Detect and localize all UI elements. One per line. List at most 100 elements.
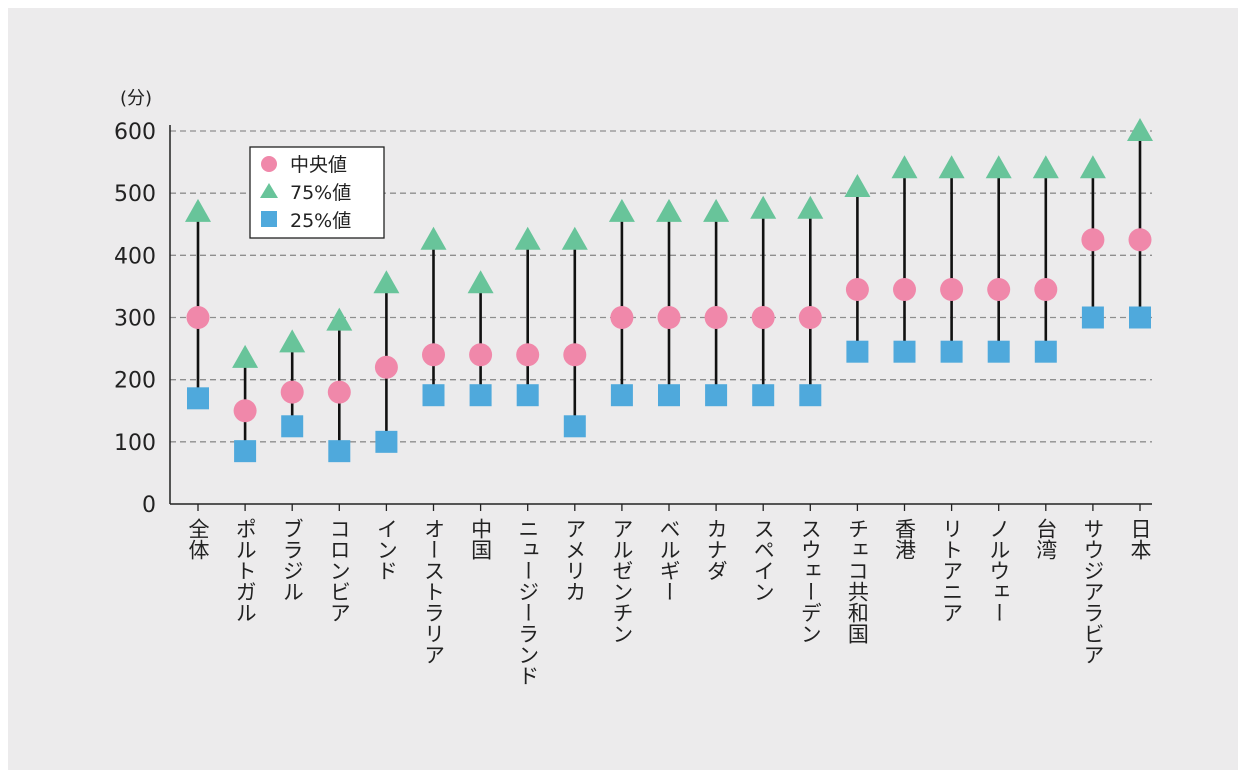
point-25-18 bbox=[1034, 340, 1057, 363]
legend-median-label: 中央値 bbox=[290, 154, 347, 176]
category-label-9: アルゼンチン bbox=[610, 518, 634, 644]
point-75-5 bbox=[420, 226, 447, 250]
point-median-12 bbox=[751, 306, 775, 329]
point-median-18 bbox=[1034, 278, 1058, 302]
point-median-5 bbox=[422, 343, 445, 367]
point-median-13 bbox=[798, 306, 822, 329]
category-label-3: コロンビア bbox=[327, 518, 351, 623]
chart-panel: 0 100 200 300 400 500 600 (分) 全体 ポルトガル ブラジル コロンビア イン… bbox=[8, 8, 1238, 770]
point-median-6 bbox=[469, 343, 493, 367]
point-median-3 bbox=[327, 380, 351, 404]
point-75-16 bbox=[938, 155, 965, 179]
point-25-17 bbox=[987, 340, 1010, 363]
point-25-6 bbox=[469, 384, 492, 407]
point-25-4 bbox=[375, 430, 398, 453]
point-25-13 bbox=[799, 384, 822, 407]
category-label-10: ベルギー bbox=[657, 518, 681, 602]
point-25-15 bbox=[893, 340, 916, 363]
point-75-9 bbox=[608, 198, 635, 222]
point-75-20 bbox=[1127, 118, 1153, 141]
point-75-10 bbox=[656, 198, 682, 222]
y-tick-label-100: 100 bbox=[114, 431, 156, 456]
point-25-1 bbox=[234, 440, 257, 463]
point-25-11 bbox=[705, 384, 728, 407]
point-75-13 bbox=[797, 195, 824, 219]
category-label-19: サウジアラビア bbox=[1081, 518, 1105, 665]
point-75-14 bbox=[844, 173, 871, 197]
point-75-8 bbox=[561, 226, 588, 250]
point-median-17 bbox=[987, 278, 1011, 302]
category-label-1: ポルトガル bbox=[233, 518, 257, 623]
category-label-11: カナダ bbox=[704, 518, 728, 581]
point-25-20 bbox=[1129, 306, 1151, 329]
point-75-2 bbox=[279, 329, 306, 353]
point-75-12 bbox=[750, 195, 777, 219]
point-75-1 bbox=[232, 344, 259, 368]
point-median-20 bbox=[1128, 228, 1152, 252]
point-75-3 bbox=[326, 307, 353, 331]
point-median-15 bbox=[893, 278, 916, 302]
point-25-16 bbox=[940, 340, 963, 363]
point-median-11 bbox=[704, 306, 728, 329]
point-75-18 bbox=[1032, 155, 1059, 179]
point-25-3 bbox=[328, 440, 351, 463]
point-25-12 bbox=[752, 384, 775, 407]
point-25-9 bbox=[610, 384, 633, 407]
point-75-19 bbox=[1079, 155, 1106, 179]
point-median-1 bbox=[233, 399, 257, 423]
category-label-2: ブラジル bbox=[280, 518, 304, 602]
point-median-10 bbox=[657, 306, 681, 329]
point-75-17 bbox=[985, 155, 1012, 179]
point-25-7 bbox=[516, 384, 539, 407]
point-75-4 bbox=[373, 270, 400, 294]
y-tick-label-500: 500 bbox=[114, 182, 156, 207]
y-tick-label-600: 600 bbox=[114, 120, 156, 145]
point-median-7 bbox=[516, 343, 540, 367]
y-tick-label-400: 400 bbox=[114, 244, 156, 269]
point-75-6 bbox=[467, 270, 494, 294]
category-label-4: インド bbox=[374, 518, 398, 581]
category-label-17: ノルウェー bbox=[987, 518, 1011, 623]
point-75-7 bbox=[514, 226, 541, 250]
category-label-6: 中国 bbox=[469, 518, 493, 560]
category-label-20: 日本 bbox=[1128, 518, 1152, 560]
y-tick-label-300: 300 bbox=[114, 307, 156, 332]
point-median-0 bbox=[186, 306, 210, 329]
point-median-2 bbox=[280, 380, 304, 404]
category-label-8: アメリカ bbox=[563, 518, 587, 602]
y-tick-label-0: 0 bbox=[142, 493, 156, 518]
legend-25-marker bbox=[261, 211, 277, 227]
point-25-19 bbox=[1081, 306, 1104, 329]
point-25-0 bbox=[187, 387, 209, 410]
point-25-2 bbox=[281, 415, 304, 438]
point-median-19 bbox=[1081, 228, 1105, 252]
category-label-16: リトアニア bbox=[940, 518, 964, 623]
point-75-11 bbox=[703, 198, 730, 222]
category-label-7: ニュージーランド bbox=[516, 518, 540, 686]
point-75-15 bbox=[891, 155, 918, 179]
point-25-5 bbox=[422, 384, 445, 407]
point-median-14 bbox=[845, 278, 869, 302]
point-25-10 bbox=[658, 384, 680, 407]
category-label-0: 全体 bbox=[186, 518, 210, 560]
point-median-9 bbox=[610, 306, 634, 329]
legend-median-marker bbox=[261, 156, 277, 172]
point-median-16 bbox=[940, 278, 964, 302]
category-label-18: 台湾 bbox=[1034, 518, 1058, 560]
category-label-15: 香港 bbox=[893, 518, 917, 560]
point-median-4 bbox=[374, 355, 398, 379]
category-label-5: オーストラリア bbox=[422, 518, 446, 665]
legend-75-marker bbox=[260, 183, 278, 198]
point-25-14 bbox=[846, 340, 869, 363]
point-25-8 bbox=[563, 415, 586, 438]
category-label-12: スペイン bbox=[751, 518, 775, 602]
y-tick-label-200: 200 bbox=[114, 369, 156, 394]
legend-75-label: 75%値 bbox=[290, 182, 351, 204]
y-unit-label: (分) bbox=[120, 88, 152, 109]
category-label-13: スウェーデン bbox=[798, 518, 822, 644]
chart: 0 100 200 300 400 500 600 (分) 全体 ポルトガル ブラジル コロンビア イン… bbox=[114, 88, 1153, 686]
point-75-0 bbox=[185, 198, 211, 222]
legend-25-label: 25%値 bbox=[290, 210, 351, 232]
category-label-14: チェコ共和国 bbox=[845, 518, 869, 644]
point-median-8 bbox=[563, 343, 587, 367]
